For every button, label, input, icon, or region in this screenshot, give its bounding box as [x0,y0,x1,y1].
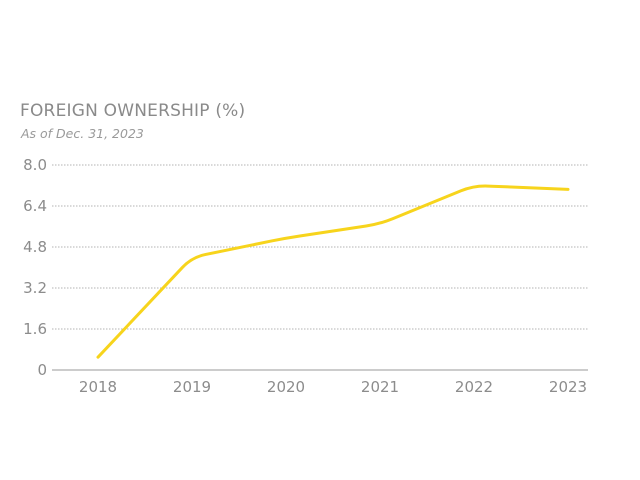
y-tick-label: 6.4 [23,197,47,215]
series-layer [96,184,570,359]
chart-title-unit: (%) [215,101,245,121]
y-tick-label: 1.6 [23,320,47,338]
chart-title: FOREIGN OWNERSHIP [20,101,210,121]
chart-title-text: FOREIGN OWNERSHIP (%) [20,101,245,121]
x-tick-label: 2022 [455,378,493,396]
grid-layer [52,164,588,371]
series-line-0 [96,184,570,359]
x-tick-label: 2023 [549,378,587,396]
y-tick-label: 0 [37,361,47,379]
x-tick-label: 2018 [79,378,117,396]
x-tick-label: 2019 [173,378,211,396]
y-tick-label: 3.2 [23,279,47,297]
y-tick-label: 8.0 [23,156,47,174]
x-tick-label: 2020 [267,378,305,396]
chart-subtitle: As of Dec. 31, 2023 [20,126,144,141]
y-tick-label: 4.8 [23,238,47,256]
y-axis: 0 1.6 3.2 4.8 6.4 8.0 [23,156,47,379]
x-axis: 2018 2019 2020 2021 2022 2023 [79,378,587,396]
x-tick-label: 2021 [361,378,399,396]
